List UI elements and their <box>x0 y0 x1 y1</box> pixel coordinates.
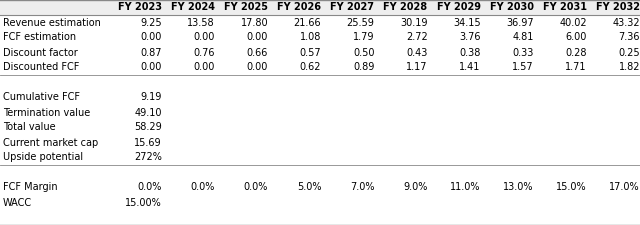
Text: 1.71: 1.71 <box>565 63 587 72</box>
Text: 272%: 272% <box>134 153 162 162</box>
Text: Revenue estimation: Revenue estimation <box>3 18 100 27</box>
Text: Upside potential: Upside potential <box>3 153 83 162</box>
Text: 2.72: 2.72 <box>406 32 428 43</box>
Text: FY 2025: FY 2025 <box>224 2 268 13</box>
Text: 21.66: 21.66 <box>294 18 321 27</box>
Text: 43.32: 43.32 <box>612 18 640 27</box>
Text: 15.69: 15.69 <box>134 137 162 148</box>
Text: WACC: WACC <box>3 198 32 207</box>
Text: Total value: Total value <box>3 122 55 133</box>
Text: 5.0%: 5.0% <box>297 182 321 193</box>
Text: 17.80: 17.80 <box>241 18 268 27</box>
Text: 36.97: 36.97 <box>506 18 534 27</box>
Text: FY 2027: FY 2027 <box>330 2 374 13</box>
Text: 0.0%: 0.0% <box>191 182 215 193</box>
Text: 6.00: 6.00 <box>566 32 587 43</box>
Text: 4.81: 4.81 <box>513 32 534 43</box>
Text: 7.0%: 7.0% <box>350 182 374 193</box>
Text: FY 2023: FY 2023 <box>118 2 162 13</box>
Text: 15.0%: 15.0% <box>556 182 587 193</box>
Text: 1.17: 1.17 <box>406 63 428 72</box>
Text: FCF Margin: FCF Margin <box>3 182 57 193</box>
Text: 9.0%: 9.0% <box>403 182 428 193</box>
Text: 1.41: 1.41 <box>460 63 481 72</box>
Text: 0.89: 0.89 <box>353 63 374 72</box>
Text: 34.15: 34.15 <box>453 18 481 27</box>
Text: 1.08: 1.08 <box>300 32 321 43</box>
Text: Current market cap: Current market cap <box>3 137 98 148</box>
Text: 0.76: 0.76 <box>193 47 215 58</box>
Text: 3.76: 3.76 <box>459 32 481 43</box>
Text: 0.57: 0.57 <box>300 47 321 58</box>
Text: 1.82: 1.82 <box>618 63 640 72</box>
Text: 7.36: 7.36 <box>618 32 640 43</box>
Text: FY 2028: FY 2028 <box>383 2 428 13</box>
Text: 58.29: 58.29 <box>134 122 162 133</box>
Text: 0.38: 0.38 <box>460 47 481 58</box>
Text: 0.87: 0.87 <box>140 47 162 58</box>
Text: 40.02: 40.02 <box>559 18 587 27</box>
Text: 0.62: 0.62 <box>300 63 321 72</box>
Text: 0.66: 0.66 <box>247 47 268 58</box>
Text: 1.79: 1.79 <box>353 32 374 43</box>
Text: 0.33: 0.33 <box>513 47 534 58</box>
Text: 30.19: 30.19 <box>400 18 428 27</box>
Text: 13.0%: 13.0% <box>503 182 534 193</box>
Text: FY 2026: FY 2026 <box>277 2 321 13</box>
Text: 0.00: 0.00 <box>247 32 268 43</box>
Text: FCF estimation: FCF estimation <box>3 32 76 43</box>
Text: 1.57: 1.57 <box>512 63 534 72</box>
Text: 9.25: 9.25 <box>140 18 162 27</box>
Text: 9.19: 9.19 <box>141 92 162 103</box>
Text: Discounted FCF: Discounted FCF <box>3 63 79 72</box>
Text: 0.00: 0.00 <box>194 32 215 43</box>
Text: 0.00: 0.00 <box>194 63 215 72</box>
Text: 13.58: 13.58 <box>188 18 215 27</box>
Text: 17.0%: 17.0% <box>609 182 640 193</box>
Text: 0.00: 0.00 <box>247 63 268 72</box>
Text: FY 2031: FY 2031 <box>543 2 587 13</box>
Text: 0.00: 0.00 <box>141 63 162 72</box>
Text: 0.50: 0.50 <box>353 47 374 58</box>
Text: 11.0%: 11.0% <box>450 182 481 193</box>
Text: FY 2024: FY 2024 <box>171 2 215 13</box>
Text: Termination value: Termination value <box>3 108 90 117</box>
Text: 0.43: 0.43 <box>406 47 428 58</box>
Text: FY 2030: FY 2030 <box>490 2 534 13</box>
FancyBboxPatch shape <box>0 0 640 15</box>
Text: 49.10: 49.10 <box>134 108 162 117</box>
Text: Cumulative FCF: Cumulative FCF <box>3 92 79 103</box>
Text: 0.28: 0.28 <box>565 47 587 58</box>
Text: 0.0%: 0.0% <box>138 182 162 193</box>
Text: 25.59: 25.59 <box>346 18 374 27</box>
Text: FY 2032: FY 2032 <box>596 2 640 13</box>
Text: FY 2029: FY 2029 <box>436 2 481 13</box>
Text: 0.0%: 0.0% <box>244 182 268 193</box>
Text: 0.25: 0.25 <box>618 47 640 58</box>
Text: Discount factor: Discount factor <box>3 47 77 58</box>
Text: 0.00: 0.00 <box>141 32 162 43</box>
Text: 15.00%: 15.00% <box>125 198 162 207</box>
